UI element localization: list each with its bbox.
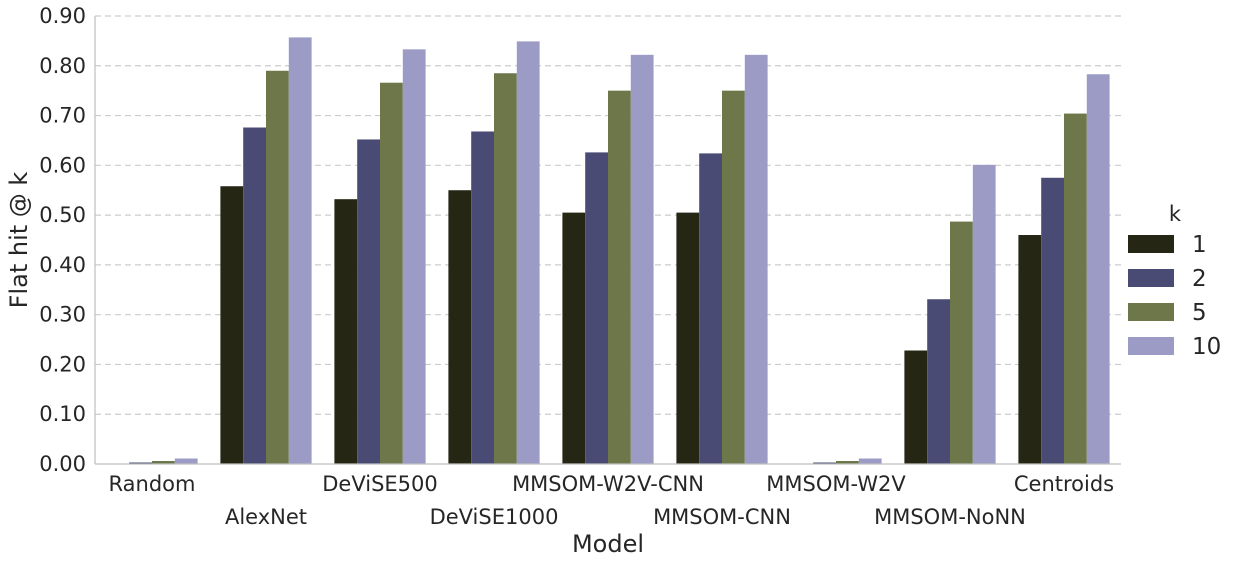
- bar: [950, 221, 973, 464]
- y-tick-label: 0.60: [39, 153, 86, 177]
- x-tick-label: DeViSE500: [322, 472, 438, 496]
- x-tick-label: Random: [109, 472, 196, 496]
- bar: [220, 186, 244, 465]
- y-tick-label: 0.10: [39, 402, 86, 426]
- legend-title: k: [1169, 202, 1182, 226]
- bar: [1064, 113, 1087, 464]
- legend: k 1 2 5 10: [1128, 202, 1221, 360]
- legend-label: 1: [1192, 232, 1207, 258]
- bar: [699, 153, 722, 465]
- legend-label: 5: [1192, 300, 1207, 326]
- x-tick-label: MMSOM-NoNN: [874, 505, 1026, 529]
- bar: [927, 299, 950, 464]
- x-tick-label: DeViSE1000: [430, 505, 559, 529]
- bar: [243, 127, 266, 464]
- legend-swatch: [1128, 269, 1174, 287]
- bar: [813, 462, 836, 464]
- bar: [1018, 235, 1042, 464]
- y-tick-label: 0.30: [39, 303, 86, 327]
- bar: [357, 139, 380, 464]
- bar: [471, 131, 494, 465]
- bar: [858, 458, 882, 464]
- bar: [722, 90, 745, 465]
- x-tick-label: Centroids: [1014, 472, 1114, 496]
- bar: [152, 461, 175, 464]
- bar: [744, 54, 768, 465]
- legend-swatch: [1128, 235, 1174, 253]
- bar: [266, 70, 289, 464]
- legend-label: 2: [1192, 266, 1207, 292]
- bar: [448, 190, 472, 464]
- bar: [516, 41, 540, 465]
- bar: [380, 82, 403, 465]
- y-tick-label: 0.80: [39, 54, 86, 78]
- y-tick-label: 0.90: [39, 4, 86, 28]
- bar: [630, 54, 654, 465]
- bar: [836, 461, 859, 464]
- y-tick-label: 0.20: [39, 352, 86, 376]
- bar: [904, 350, 928, 464]
- bar: [174, 458, 198, 464]
- bars: [106, 37, 1110, 465]
- bar: [676, 212, 700, 464]
- bar: [585, 152, 608, 464]
- bar: [608, 90, 631, 465]
- x-tick-label: MMSOM-CNN: [653, 505, 791, 529]
- y-tick-labels: 0.00 0.10 0.20 0.30 0.40 0.50 0.60 0.70 0.80 0.90: [39, 4, 86, 476]
- bar: [972, 164, 996, 464]
- legend-swatch: [1128, 303, 1174, 321]
- x-tick-labels: Random AlexNet DeViSE500 DeViSE1000 MMSOM-W2…: [109, 472, 1115, 529]
- bar: [288, 37, 312, 464]
- bar: [1041, 177, 1064, 464]
- y-tick-label: 0.40: [39, 253, 86, 277]
- bar: [334, 199, 358, 464]
- legend-label: 10: [1192, 334, 1221, 360]
- y-tick-label: 0.70: [39, 104, 86, 128]
- bar: [129, 462, 152, 464]
- y-tick-label: 0.50: [39, 203, 86, 227]
- x-tick-label: AlexNet: [225, 505, 307, 529]
- bar: [1086, 74, 1110, 465]
- bar: [562, 212, 586, 464]
- y-tick-label: 0.00: [39, 452, 86, 476]
- bar: [402, 49, 426, 465]
- x-tick-label: MMSOM-W2V-CNN: [512, 472, 704, 496]
- bar: [494, 73, 517, 464]
- axes: [94, 16, 1121, 465]
- x-axis-title: Model: [572, 530, 644, 558]
- y-axis-title: Flat hit @ k: [5, 172, 33, 309]
- legend-swatch: [1128, 337, 1174, 355]
- x-tick-label: MMSOM-W2V: [766, 472, 906, 496]
